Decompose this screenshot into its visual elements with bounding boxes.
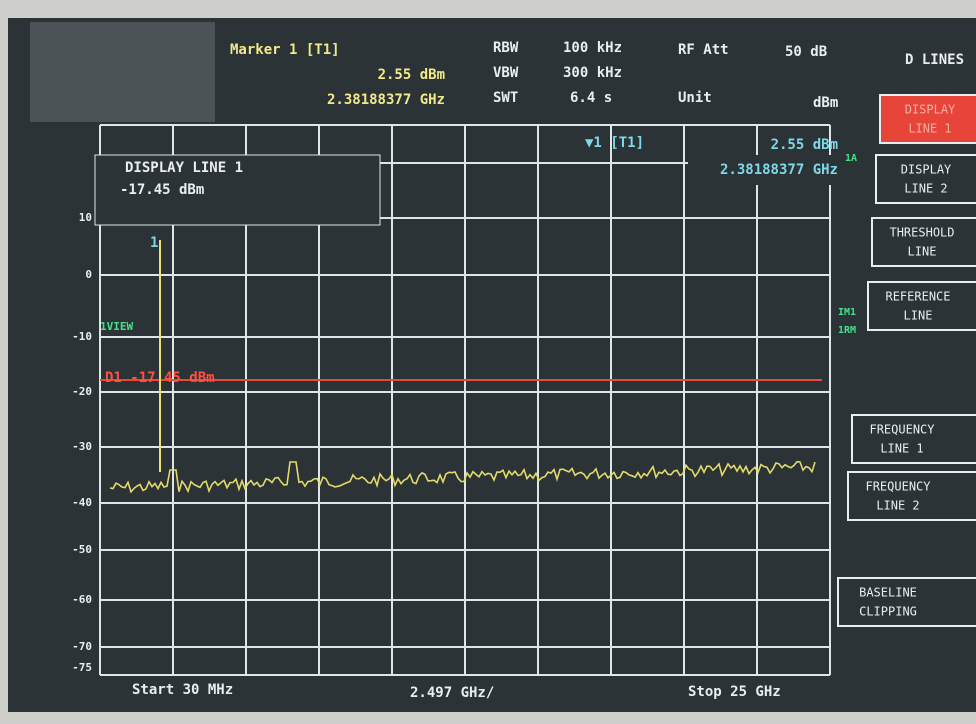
y-label: -20	[72, 385, 92, 398]
y-label: 0	[85, 268, 92, 281]
swt-label: SWT	[493, 90, 518, 106]
y-label: 10	[79, 211, 92, 224]
marker-number: 1	[150, 235, 158, 251]
y-label: -50	[72, 543, 92, 556]
vbw-label: VBW	[493, 65, 519, 81]
softkey[interactable]	[837, 577, 976, 627]
marker-level: 2.55 dBm	[378, 67, 445, 83]
trace	[109, 460, 816, 494]
softkey[interactable]	[879, 94, 976, 144]
softkey-label: LINE	[908, 245, 937, 259]
marker-box-freq: 2.38188377 GHz	[720, 162, 838, 178]
marker-freq: 2.38188377 GHz	[327, 92, 445, 108]
line-box-value: -17.45 dBm	[120, 182, 204, 198]
rf-att: 50 dB	[785, 44, 827, 60]
y-label: -60	[72, 593, 92, 606]
unit-label: Unit	[678, 90, 712, 106]
softkey-label: LINE 2	[904, 182, 947, 196]
y-label: -70	[72, 640, 92, 653]
swt: 6.4 s	[570, 90, 612, 106]
softkey[interactable]	[871, 217, 976, 267]
marker-box	[688, 155, 838, 185]
softkey[interactable]	[867, 281, 976, 331]
softkey-label: CLIPPING	[859, 605, 917, 619]
softkey-label: LINE	[904, 309, 933, 323]
y-label: -10	[72, 330, 92, 343]
softkeys: DISPLAY LINE 1 DISPLAY LINE 2 THRESHOLD LINE R…	[837, 94, 976, 627]
side-labels: 1A IM1 1RM	[838, 153, 857, 336]
marker-title: Marker 1 [T1]	[230, 42, 340, 58]
softkey-label: FREQUENCY	[869, 423, 935, 437]
line-box-title: DISPLAY LINE 1	[125, 160, 243, 176]
marker-box-level: 2.55 dBm	[771, 137, 838, 153]
side-label: 1RM	[838, 325, 856, 336]
softkey[interactable]	[851, 414, 976, 464]
display	[8, 18, 976, 712]
y-label: -40	[72, 496, 92, 509]
span: 2.497 GHz/	[410, 685, 494, 701]
softkey-label: THRESHOLD	[889, 226, 954, 240]
vbw: 300 kHz	[563, 65, 622, 81]
softkey-label: DISPLAY	[901, 163, 952, 177]
softkey-label: LINE 1	[880, 442, 923, 456]
y-label: -30	[72, 440, 92, 453]
glare	[30, 22, 215, 122]
softkey-label: LINE 2	[876, 499, 919, 513]
rbw: 100 kHz	[563, 40, 622, 56]
rbw-label: RBW	[493, 40, 519, 56]
softkey[interactable]	[875, 154, 976, 204]
menu-title: D LINES	[905, 52, 964, 68]
rf-att-label: RF Att	[678, 42, 729, 58]
softkey-label: REFERENCE	[885, 290, 950, 304]
start: Start 30 MHz	[132, 682, 233, 698]
view-label: 1VIEW	[100, 320, 133, 333]
unit: dBm	[813, 95, 838, 111]
softkey-label: LINE 1	[908, 122, 951, 136]
side-label: 1A	[845, 153, 857, 164]
line-box	[94, 154, 381, 226]
softkey[interactable]	[847, 471, 976, 521]
side-label: IM1	[838, 307, 856, 318]
marker-box-name: ▼1 [T1]	[585, 135, 644, 151]
softkey-label: BASELINE	[859, 586, 917, 600]
y-label: -75	[72, 661, 92, 674]
softkey-label: FREQUENCY	[865, 480, 931, 494]
y-labels: 10 0 -10 -20 -30 -40 -50 -60 -70 -75	[72, 211, 92, 674]
softkey-label: DISPLAY	[905, 103, 956, 117]
stop: Stop 25 GHz	[688, 684, 781, 700]
